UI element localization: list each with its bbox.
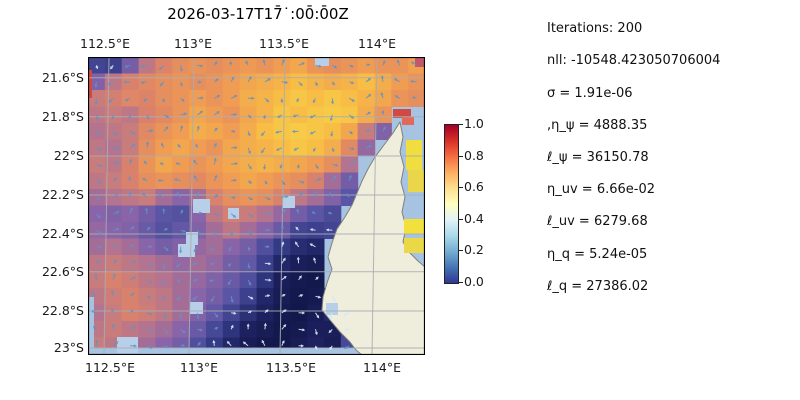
lat-tick-4: 22.4°S — [41, 226, 84, 241]
colorbar — [444, 124, 459, 284]
stat-eta-psi: ,η_ψ = 4888.35 — [547, 118, 648, 133]
lat-tick-1: 21.8°S — [41, 109, 84, 124]
colorbar-tickmark — [458, 187, 463, 188]
colorbar-tickmark — [458, 124, 463, 125]
map-plot — [88, 57, 425, 355]
lon-tick-top-1: 113°E — [173, 36, 212, 51]
stat-iterations: Iterations: 200 — [547, 21, 643, 36]
lon-tick-bot-2: 113.5°E — [266, 360, 316, 375]
lat-tick-2: 22°S — [53, 148, 84, 163]
colorbar-tickmark — [458, 156, 463, 157]
stat-ell-psi: ℓ_ψ = 36150.78 — [547, 150, 649, 165]
colorbar-tick-label-2: 0.6 — [464, 179, 484, 194]
lat-tick-5: 22.6°S — [41, 264, 84, 279]
plot-title: 2026-03-17T17̄˙:00̄:0̄0Z — [167, 5, 349, 23]
colorbar-tickmark — [458, 219, 463, 220]
lon-tick-top-0: 112.5°E — [80, 36, 130, 51]
lat-tick-7: 23°S — [53, 340, 84, 355]
lon-tick-bot-3: 114°E — [362, 360, 401, 375]
stat-sigma: σ = 1.91e-06 — [547, 86, 633, 101]
lat-tick-6: 22.8°S — [41, 303, 84, 318]
stat-eta-uv: η_uv = 6.66e-02 — [547, 182, 656, 197]
stat-ell-uv: ℓ_uv = 6279.68 — [547, 214, 648, 229]
colorbar-tickmark — [458, 282, 463, 283]
lat-tick-3: 22.2°S — [41, 187, 84, 202]
lat-tick-0: 21.6°S — [41, 70, 84, 85]
colorbar-tick-label-1: 0.8 — [464, 148, 484, 163]
lon-tick-bot-0: 112.5°E — [85, 360, 135, 375]
stat-eta-q: η_q = 5.24e-05 — [547, 247, 648, 262]
colorbar-tick-label-4: 0.2 — [464, 242, 484, 257]
lon-tick-bot-1: 113°E — [179, 360, 218, 375]
colorbar-tickmark — [458, 250, 463, 251]
stat-nll: nll: -10548.423050706004 — [547, 53, 721, 68]
lon-tick-top-3: 114°E — [357, 36, 396, 51]
stat-ell-q: ℓ_q = 27386.02 — [547, 279, 649, 294]
lon-tick-top-2: 113.5°E — [259, 36, 309, 51]
colorbar-tick-label-3: 0.4 — [464, 211, 484, 226]
colorbar-tick-label-5: 0.0 — [464, 274, 484, 289]
colorbar-tick-label-0: 1.0 — [464, 116, 484, 131]
